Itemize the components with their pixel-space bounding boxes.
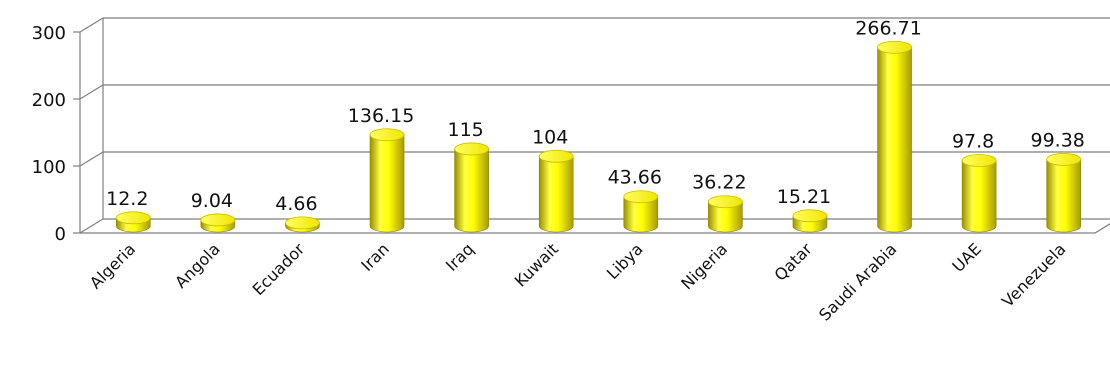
bar-iraq [454,142,490,233]
gridline [79,84,1110,100]
bar-angola [200,213,236,233]
bar-cap [623,190,659,204]
bars [115,40,1082,233]
data-label: 9.04 [191,190,233,212]
data-label: 15.21 [777,186,831,208]
bar-cap [538,149,574,163]
data-label: 99.38 [1031,129,1085,151]
bar-cap [454,142,490,156]
x-tick-label: Qatar [770,239,816,285]
data-label: 36.22 [692,172,746,194]
data-label: 97.8 [952,130,994,152]
floor-edge [80,223,1110,234]
data-label: 136.15 [348,105,414,127]
data-labels: 12.2 9.04 4.66 136.15 115 104 43.66 36.22 15.21 2… [106,17,1085,215]
bar-body [623,196,659,233]
x-tick-label: Venezuela [998,239,1070,311]
bar-nigeria [707,195,743,233]
data-label: 104 [532,126,568,148]
bar-venezuela [1046,153,1082,233]
y-tick-label: 300 [32,23,66,44]
bar-cap [285,216,320,230]
bar-cap [200,213,236,227]
bar-qatar [792,209,828,233]
bar-cap [115,211,151,225]
bar-libya [623,190,659,233]
bar-kuwait [538,149,574,233]
gridline [79,17,1110,33]
bar-body [454,148,489,233]
data-label: 266.71 [855,17,921,39]
y-tick-label: 100 [32,157,66,178]
data-label: 115 [447,119,483,141]
bar-cap [877,40,912,54]
bar-ecuador [285,216,320,233]
bar-body [1046,159,1082,233]
y-tick-label: 200 [32,90,66,111]
data-label: 12.2 [106,188,148,210]
bar-cap [369,128,405,142]
y-axis: 0 100 200 300 [32,18,1110,245]
x-tick-label: UAE [948,239,985,276]
gridline [79,151,1110,167]
x-axis-category-labels: Algeria Angola Ecuador Iran Iraq Kuwait Libya N… [86,239,1070,325]
bar-body [961,160,997,233]
bar-cap [1046,153,1082,166]
bar-saudi-arabia [877,40,912,233]
x-tick-label: Libya [603,239,647,283]
x-tick-label: Iraq [442,239,478,275]
bar-cap [961,154,997,167]
x-tick-label: Iran [357,239,393,275]
data-label: 4.66 [275,193,317,215]
bar-iran [369,128,405,233]
y-tick-label: 0 [55,224,66,245]
bar-body [708,201,743,233]
bar-uae [961,154,997,233]
bar-body [369,134,405,233]
gridlines [79,17,1110,234]
bar-cap [792,209,828,223]
x-tick-label: Algeria [86,239,139,292]
bar-body [877,47,912,233]
x-tick-label: Saudi Arabia [815,239,900,324]
bar-cap [707,195,743,209]
x-tick-label: Kuwait [511,239,562,290]
bar-algeria [115,211,151,233]
x-tick-label: Ecuador [249,239,309,299]
x-tick-label: Nigeria [677,239,731,293]
x-tick-label: Angola [171,239,224,292]
data-label: 43.66 [608,167,662,189]
bar-body [538,156,574,233]
